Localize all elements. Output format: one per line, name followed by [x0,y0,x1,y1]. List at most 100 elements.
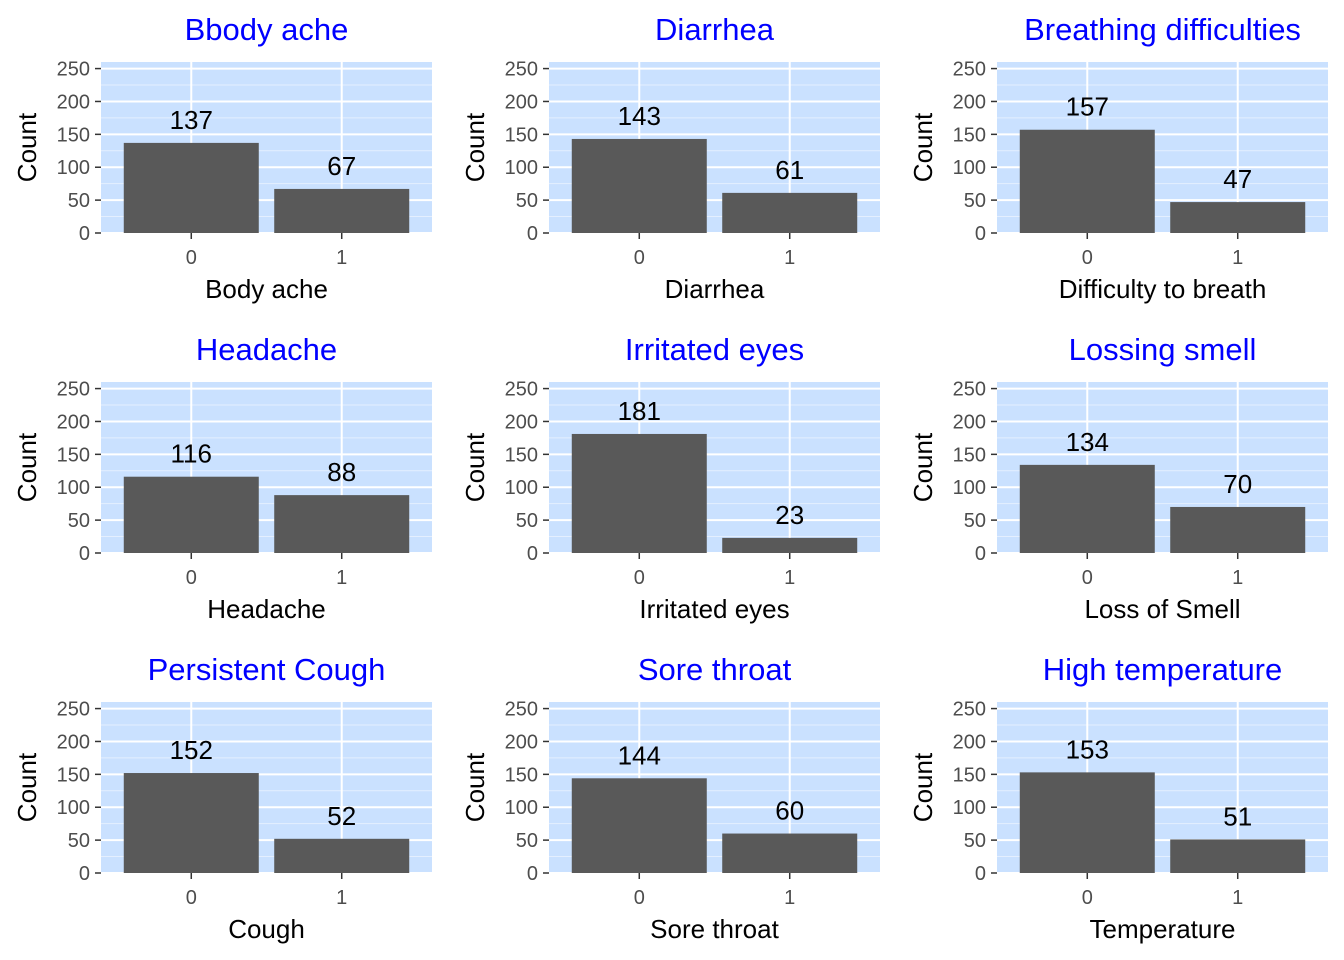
bar-0 [1019,464,1155,553]
chart-title: Persistent Cough [148,652,386,687]
chart-title: Irritated eyes [625,332,804,367]
y-tick-label: 100 [953,477,986,499]
y-tick-label: 250 [953,699,986,721]
y-axis-title: Count [460,112,490,182]
bar-1 [274,838,410,873]
y-tick-label: 50 [68,190,90,212]
y-tick-label: 50 [964,830,986,852]
chart-panel-3: 157 47 0 50 100 150 200 250 0 1 Difficulty to brea… [908,12,1328,304]
data-label: 60 [775,796,804,826]
y-tick-label: 200 [57,731,90,753]
bar-1 [1170,839,1306,873]
bar-1 [722,192,858,233]
bar-1 [274,495,410,553]
data-label: 153 [1066,734,1109,764]
y-axis-title: Count [12,432,42,502]
x-tick-label: 0 [634,567,645,589]
y-tick-label: 0 [975,223,986,245]
data-label: 137 [170,105,213,135]
data-label: 143 [618,101,661,131]
data-label: 52 [327,801,356,831]
y-tick-label: 100 [57,477,90,499]
y-tick-label: 250 [57,59,90,81]
bar-0 [571,433,707,553]
x-tick-label: 1 [1232,887,1243,909]
chart-title: High temperature [1043,652,1283,687]
x-tick-label: 1 [1232,567,1243,589]
y-axis-title: Count [12,752,42,822]
y-tick-label: 100 [505,157,538,179]
y-tick-label: 50 [516,190,538,212]
y-tick-label: 50 [68,830,90,852]
x-tick-label: 1 [784,567,795,589]
y-tick-label: 0 [79,223,90,245]
bar-1 [722,833,858,873]
data-label: 152 [170,735,213,765]
y-tick-label: 50 [964,190,986,212]
bar-0 [123,773,259,873]
y-tick-label: 150 [57,444,90,466]
x-axis-title: Temperature [1090,914,1236,944]
y-tick-label: 0 [975,543,986,565]
x-tick-label: 0 [1082,887,1093,909]
data-label: 88 [327,457,356,487]
x-tick-label: 1 [784,887,795,909]
data-label: 157 [1066,92,1109,122]
y-tick-label: 200 [505,91,538,113]
bar-1 [722,537,858,553]
chart-panel-4: 116 88 0 50 100 150 200 250 0 1 Headache Count Heada… [12,332,432,624]
data-label: 144 [618,740,661,770]
chart-panel-2: 143 61 0 50 100 150 200 250 0 1 Diarrhea Count Diarr… [460,12,880,304]
data-label: 116 [171,439,212,469]
y-tick-label: 0 [79,863,90,885]
y-tick-label: 250 [57,699,90,721]
y-axis-title: Count [908,112,938,182]
chart-title: Diarrhea [655,12,775,47]
x-tick-label: 0 [186,247,197,269]
y-tick-label: 0 [527,223,538,245]
data-label: 134 [1066,427,1109,457]
y-tick-label: 50 [516,830,538,852]
data-label: 181 [618,396,661,426]
bar-0 [123,142,259,233]
chart-title: Headache [196,332,337,367]
y-tick-label: 100 [57,157,90,179]
bar-1 [274,188,410,233]
chart-panel-6: 134 70 0 50 100 150 200 250 0 1 Loss of Smell Count… [908,332,1328,624]
data-label: 61 [775,155,804,185]
y-tick-label: 250 [505,699,538,721]
bar-0 [1019,129,1155,233]
x-tick-label: 1 [336,247,347,269]
y-axis-title: Count [12,112,42,182]
y-tick-label: 200 [57,411,90,433]
y-tick-label: 100 [953,797,986,819]
bar-1 [1170,506,1306,553]
x-tick-label: 0 [186,887,197,909]
y-axis-title: Count [908,752,938,822]
x-axis-title: Body ache [205,274,328,304]
y-axis-title: Count [908,432,938,502]
y-tick-label: 250 [953,379,986,401]
x-tick-label: 1 [336,567,347,589]
y-tick-label: 50 [68,510,90,532]
bar-0 [1019,772,1155,873]
y-tick-label: 100 [57,797,90,819]
chart-panel-9: 153 51 0 50 100 150 200 250 0 1 Temperature Count Hi… [908,652,1328,944]
data-label: 67 [327,151,356,181]
x-axis-title: Headache [207,594,326,624]
y-tick-label: 150 [505,124,538,146]
y-tick-label: 150 [953,764,986,786]
x-axis-title: Diarrhea [665,274,765,304]
y-tick-label: 100 [953,157,986,179]
x-tick-label: 0 [634,247,645,269]
y-tick-label: 250 [57,379,90,401]
y-tick-label: 150 [505,444,538,466]
bar-1 [1170,202,1306,233]
y-tick-label: 250 [505,379,538,401]
x-tick-label: 0 [1082,567,1093,589]
y-tick-label: 200 [57,91,90,113]
y-tick-label: 0 [79,543,90,565]
x-axis-title: Sore throat [650,914,779,944]
